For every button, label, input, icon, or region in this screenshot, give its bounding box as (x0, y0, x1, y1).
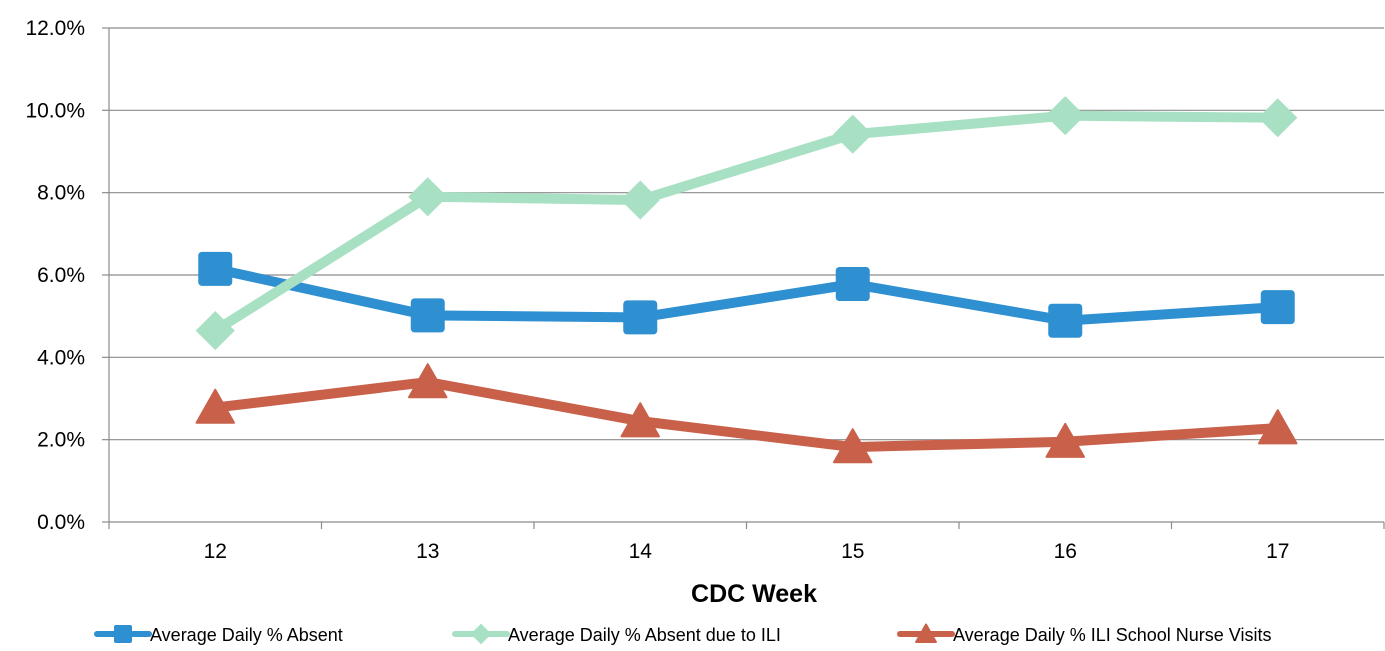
legend-label: Average Daily % Absent due to ILI (508, 625, 781, 645)
data-point (835, 267, 870, 302)
legend-item: Average Daily % Absent due to ILI (452, 623, 781, 645)
legend-label: Average Daily % ILI School Nurse Visits (953, 625, 1271, 645)
legend: Average Daily % Absent Average Daily % Ab… (94, 623, 1271, 645)
data-point (833, 428, 873, 464)
y-tick-label: 8.0% (37, 182, 85, 205)
y-tick-label: 6.0% (37, 264, 85, 287)
x-tick-label: 15 (841, 540, 864, 563)
y-tick-label: 4.0% (37, 346, 85, 369)
y-tick-label: 10.0% (25, 99, 85, 122)
data-point (620, 180, 660, 220)
series-1 (198, 251, 1295, 338)
data-point (195, 388, 235, 424)
series-line (210, 110, 1283, 336)
data-point (620, 402, 660, 438)
data-point (1045, 96, 1085, 136)
legend-marker (915, 623, 937, 644)
data-point (195, 311, 235, 351)
data-point (833, 114, 873, 154)
y-tick-label: 0.0% (37, 511, 85, 534)
legend-marker (114, 625, 132, 643)
y-tick-label: 12.0% (25, 17, 85, 40)
data-point (1048, 303, 1083, 338)
data-point (1258, 98, 1298, 138)
data-point (408, 363, 448, 399)
legend-item: Average Daily % ILI School Nurse Visits (897, 623, 1271, 645)
gridlines (109, 27, 1384, 441)
series-group (195, 96, 1298, 464)
x-tick-label: 13 (416, 540, 439, 563)
x-axis-title: CDC Week (691, 580, 817, 608)
data-point (1260, 290, 1295, 325)
tick-labels: 0.0% 2.0% 4.0% 6.0% 8.0% 10.0% 12.0% 12 13 14 15 16… (25, 17, 1289, 563)
series-3 (195, 363, 1298, 464)
legend-label: Average Daily % Absent (150, 625, 343, 645)
x-tick-label: 14 (629, 540, 653, 563)
y-tick-label: 2.0% (37, 429, 85, 452)
legend-item: Average Daily % Absent (94, 625, 343, 645)
data-point (408, 177, 448, 217)
data-point (1258, 409, 1298, 445)
data-point (410, 298, 445, 333)
axes (102, 27, 1385, 529)
x-tick-label: 12 (204, 540, 227, 563)
series-line (210, 263, 1283, 326)
data-point (198, 251, 233, 286)
x-tick-label: 17 (1266, 540, 1289, 563)
series-line (210, 377, 1283, 453)
data-point (623, 300, 658, 335)
series-2 (195, 96, 1298, 351)
data-point (1045, 422, 1085, 458)
x-tick-label: 16 (1054, 540, 1077, 563)
legend-marker (470, 623, 492, 645)
